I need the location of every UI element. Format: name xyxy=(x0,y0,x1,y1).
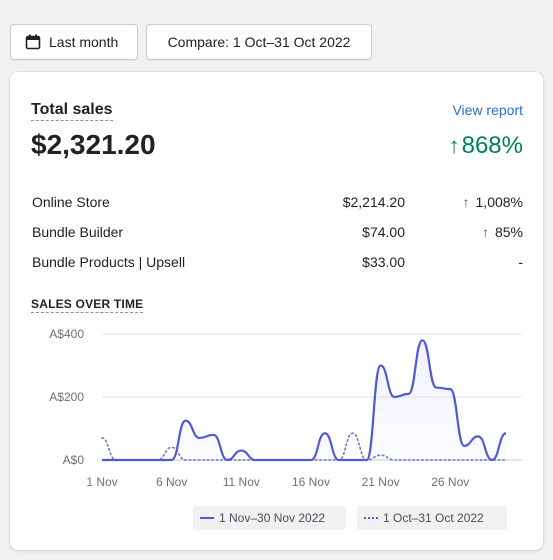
card-title[interactable]: Total sales xyxy=(31,101,113,121)
x-tick-label: 16 Nov xyxy=(292,475,330,489)
channel-value: $33.00 xyxy=(362,254,405,270)
total-change: ↑ 868% xyxy=(449,132,523,160)
legend-previous[interactable]: 1 Oct–31 Oct 2022 xyxy=(357,506,507,530)
total-sales-card: Total sales View report $2,321.20 ↑ 868%… xyxy=(10,72,543,550)
date-range-label: Last month xyxy=(49,34,119,50)
breakdown-list: Online Store $2,214.20 ↑ 1,008% Bundle Bu… xyxy=(32,192,523,282)
y-tick-label: A$200 xyxy=(49,390,84,404)
arrow-up-icon: ↑ xyxy=(462,194,470,210)
x-tick-label: 6 Nov xyxy=(156,475,187,489)
x-tick-label: 1 Nov xyxy=(86,475,117,489)
x-tick-label: 11 Nov xyxy=(223,475,260,489)
channel-name: Online Store xyxy=(32,194,110,210)
channel-change: ↑ 85% xyxy=(482,222,523,242)
legend-dotted-swatch xyxy=(364,517,378,519)
legend-solid-swatch xyxy=(200,517,214,519)
arrow-up-icon: ↑ xyxy=(448,133,460,158)
compare-label: Compare: 1 Oct–31 Oct 2022 xyxy=(167,34,351,50)
channel-name: Bundle Products | Upsell xyxy=(32,254,186,270)
channel-name: Bundle Builder xyxy=(32,224,124,240)
channel-value: $2,214.20 xyxy=(342,194,405,210)
breakdown-row: Online Store $2,214.20 ↑ 1,008% xyxy=(32,192,523,222)
channel-change-value: 1,008% xyxy=(475,194,523,210)
channel-change-value: 85% xyxy=(494,224,523,240)
y-tick-label: A$400 xyxy=(49,327,84,341)
arrow-up-icon: ↑ xyxy=(481,224,489,240)
legend-current[interactable]: 1 Nov–30 Nov 2022 xyxy=(193,506,346,530)
series-current-line xyxy=(101,339,507,462)
legend-previous-label: 1 Oct–31 Oct 2022 xyxy=(383,511,484,525)
channel-value: $74.00 xyxy=(362,224,405,240)
x-tick-label: 21 Nov xyxy=(362,475,400,489)
total-change-value: 868% xyxy=(461,132,523,159)
total-sales-value: $2,321.20 xyxy=(31,129,156,160)
channel-change: - xyxy=(518,252,523,272)
x-tick-label: 26 Nov xyxy=(431,475,469,489)
channel-change: ↑ 1,008% xyxy=(463,192,523,212)
series-current-area xyxy=(102,340,506,460)
breakdown-row: Bundle Products | Upsell $33.00 - xyxy=(32,252,523,282)
legend-current-label: 1 Nov–30 Nov 2022 xyxy=(219,511,326,525)
view-report-link[interactable]: View report xyxy=(452,102,523,118)
calendar-icon xyxy=(25,34,41,50)
sales-over-time-chart: A$0 A$200 A$400 1 Nov 6 Nov 11 Nov 16 Nov 21 No… xyxy=(49,327,522,489)
compare-button[interactable]: Compare: 1 Oct–31 Oct 2022 xyxy=(146,24,372,60)
channel-change-value: - xyxy=(518,254,523,270)
y-tick-label: A$0 xyxy=(63,453,85,467)
breakdown-row: Bundle Builder $74.00 ↑ 85% xyxy=(32,222,523,252)
date-range-button[interactable]: Last month xyxy=(10,24,138,60)
sales-over-time-heading[interactable]: SALES OVER TIME xyxy=(31,297,144,313)
